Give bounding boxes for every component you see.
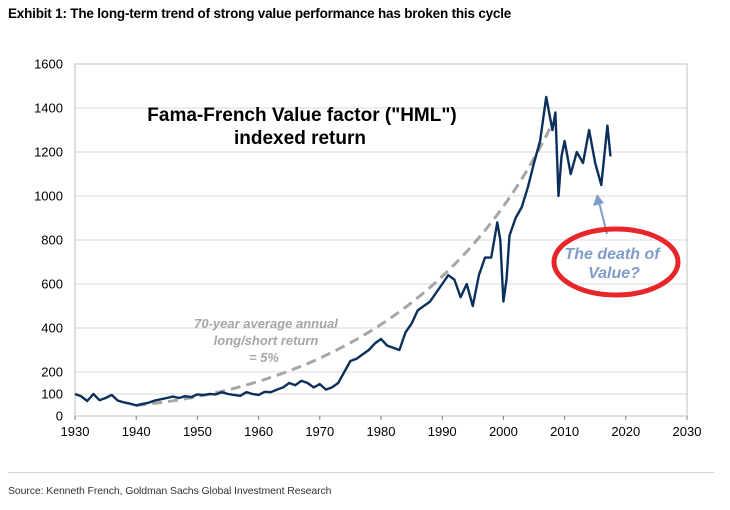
hml-series-line [74,95,612,407]
source-note: Source: Kenneth French, Goldman Sachs Gl… [8,485,332,497]
avg-return-note-line2: long/short return [214,333,319,348]
y-tick-label: 0 [56,409,63,424]
y-tick-label: 1600 [34,57,63,72]
y-tick-label: 600 [41,277,63,292]
y-tick-label: 1200 [34,145,63,160]
x-tick-label: 1980 [367,424,396,439]
x-tick-label: 1940 [122,424,151,439]
exhibit-title: Exhibit 1: The long-term trend of strong… [8,6,512,21]
death-note-line2: Value? [588,265,640,282]
chart-title-line2: indexed return [234,128,366,149]
avg-return-note-line1: 70-year average annual [194,316,338,331]
y-tick-label: 400 [41,321,63,336]
chart-title-line1: Fama-French Value factor ("HML") [147,105,456,126]
x-tick-label: 2030 [673,424,702,439]
y-tick-label: 1400 [34,101,63,116]
x-axis-ticks: 1930 1940 1950 1960 1970 1980 1990 2000 2010 2020… [61,416,702,439]
x-tick-label: 1950 [183,424,212,439]
avg-return-note-line3: = 5% [249,350,279,365]
death-note-line1: The death of [564,246,661,263]
x-tick-label: 1990 [428,424,457,439]
y-tick-label: 200 [41,365,63,380]
x-tick-label: 1930 [61,424,90,439]
x-tick-label: 1970 [305,424,334,439]
source-divider [8,472,714,473]
y-tick-label: 1000 [34,189,63,204]
x-tick-label: 2010 [550,424,579,439]
x-tick-label: 2000 [489,424,518,439]
hml-chart: 0 100 200 400 600 800 1000 1200 1400 1600 1930 194… [34,57,702,440]
death-of-value-circle [551,226,681,298]
y-axis-ticks: 0 100 200 400 600 800 1000 1200 1400 1600 [34,57,63,424]
y-tick-label: 800 [41,233,63,248]
death-arrow-head [593,194,604,206]
y-tick-label: 100 [41,387,63,402]
x-tick-label: 2020 [611,424,640,439]
trend-line [136,122,554,407]
x-tick-label: 1960 [244,424,273,439]
